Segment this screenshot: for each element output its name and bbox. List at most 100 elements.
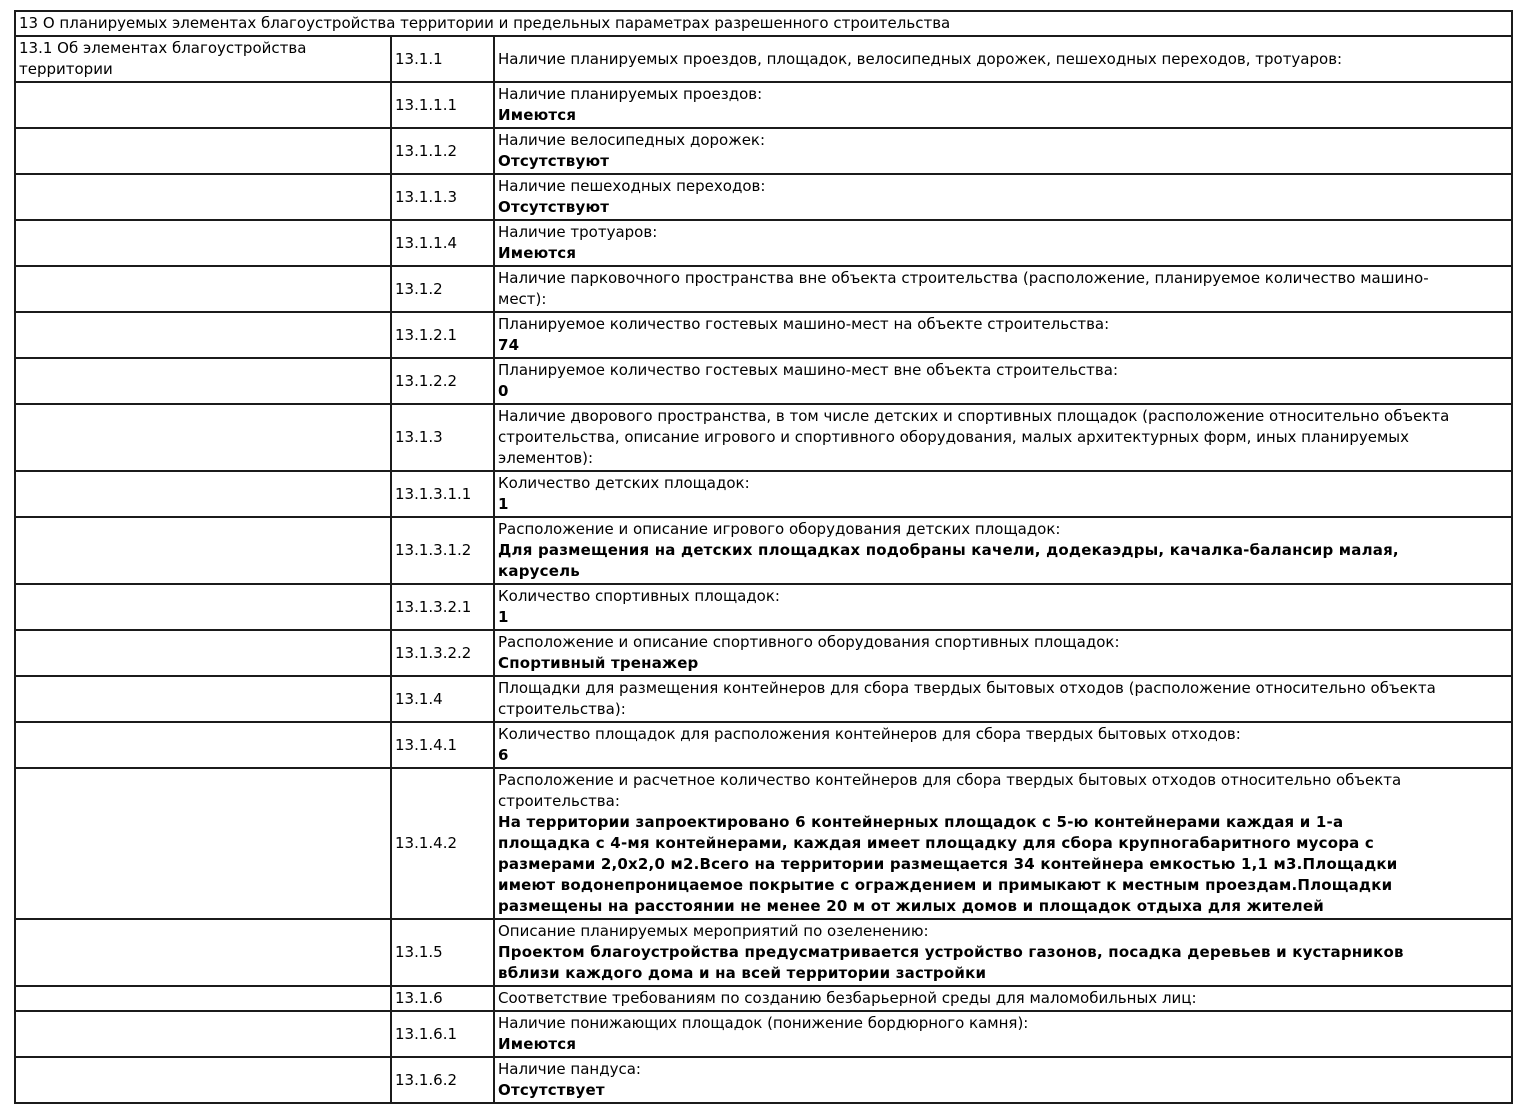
row-code: 13.1.1.2 — [390, 127, 495, 175]
section-cell — [14, 1056, 392, 1104]
row-content-cell: Наличие дворового пространства, в том чи… — [493, 403, 1513, 472]
row-content-cell: Планируемое количество гостевых машино-м… — [493, 311, 1513, 359]
row-code: 13.1.6.1 — [390, 1010, 495, 1058]
row-value: 0 — [498, 382, 509, 400]
row-code: 13.1.3.2.1 — [390, 583, 495, 631]
section-cell — [14, 985, 392, 1012]
section-cell — [14, 127, 392, 175]
row-label: Соответствие требованиям по созданию без… — [498, 989, 1197, 1007]
row-label: Расположение и описание спортивного обор… — [498, 633, 1120, 651]
row-code: 13.1.6 — [390, 985, 495, 1012]
row-label: Планируемое количество гостевых машино-м… — [498, 361, 1118, 379]
row-value: Проектом благоустройства предусматривает… — [498, 943, 1404, 982]
row-code: 13.1.4 — [390, 675, 495, 723]
row-code: 13.1.5 — [390, 918, 495, 987]
row-code: 13.1.3 — [390, 403, 495, 472]
section-cell — [14, 173, 392, 221]
row-content-cell: Наличие велосипедных дорожек: Отсутствуют — [493, 127, 1513, 175]
table-row: 13.1.3.1.1 Количество детских площадок: 1 — [14, 470, 1513, 518]
row-value: Имеются — [498, 106, 577, 124]
row-code: 13.1.4.1 — [390, 721, 495, 769]
row-content-cell: Наличие планируемых проездов, площадок, … — [493, 35, 1513, 83]
section-cell — [14, 265, 392, 313]
table-row: 13.1.3.1.2 Расположение и описание игрово… — [14, 516, 1513, 585]
section-cell — [14, 721, 392, 769]
row-content-cell: Количество площадок для расположения кон… — [493, 721, 1513, 769]
section-cell — [14, 219, 392, 267]
row-code: 13.1.1.4 — [390, 219, 495, 267]
table-row: 13.1.1.4 Наличие тротуаров: Имеются — [14, 219, 1513, 267]
row-label: Количество спортивных площадок: — [498, 587, 780, 605]
row-code: 13.1.2 — [390, 265, 495, 313]
row-code: 13.1.1 — [390, 35, 495, 83]
row-code: 13.1.2.2 — [390, 357, 495, 405]
section-cell — [14, 81, 392, 129]
table-row: 13.1.1.2 Наличие велосипедных дорожек: Отс… — [14, 127, 1513, 175]
table-row: 13.1.5 Описание планируемых мероприятий п… — [14, 918, 1513, 987]
table-row: 13.1.1.3 Наличие пешеходных переходов: Отс… — [14, 173, 1513, 221]
row-label: Расположение и описание игрового оборудо… — [498, 520, 1061, 538]
row-value: Отсутствует — [498, 1081, 605, 1099]
row-content-cell: Количество детских площадок: 1 — [493, 470, 1513, 518]
row-label: Количество детских площадок: — [498, 474, 750, 492]
table-title-row: 13 О планируемых элементах благоустройст… — [14, 10, 1513, 37]
section-cell: 13.1 Об элементах благоустройства террит… — [14, 35, 392, 83]
table-row: 13.1.2 Наличие парковочного пространства … — [14, 265, 1513, 313]
row-value: 1 — [498, 495, 509, 513]
table-row: 13.1.2.2 Планируемое количество гостевых … — [14, 357, 1513, 405]
row-content-cell: Наличие тротуаров: Имеются — [493, 219, 1513, 267]
table-row: 13.1 Об элементах благоустройства террит… — [14, 35, 1513, 83]
section-cell — [14, 675, 392, 723]
row-value: На территории запроектировано 6 контейне… — [498, 813, 1398, 915]
section-cell — [14, 357, 392, 405]
section-cell — [14, 918, 392, 987]
row-label: Наличие велосипедных дорожек: — [498, 131, 766, 149]
table-row: 13.1.4.1 Количество площадок для располож… — [14, 721, 1513, 769]
row-label: Наличие тротуаров: — [498, 223, 658, 241]
row-value: 74 — [498, 336, 520, 354]
row-value: Отсутствуют — [498, 152, 610, 170]
row-content-cell: Наличие понижающих площадок (понижение б… — [493, 1010, 1513, 1058]
row-label: Планируемое количество гостевых машино-м… — [498, 315, 1110, 333]
row-code: 13.1.3.1.2 — [390, 516, 495, 585]
row-content-cell: Площадки для размещения контейнеров для … — [493, 675, 1513, 723]
row-code: 13.1.3.1.1 — [390, 470, 495, 518]
row-content-cell: Наличие парковочного пространства вне об… — [493, 265, 1513, 313]
row-code: 13.1.6.2 — [390, 1056, 495, 1104]
row-code: 13.1.1.1 — [390, 81, 495, 129]
row-value: Для размещения на детских площадках подо… — [498, 541, 1399, 580]
row-label: Площадки для размещения контейнеров для … — [498, 679, 1436, 718]
row-content-cell: Расположение и описание спортивного обор… — [493, 629, 1513, 677]
row-value: 1 — [498, 608, 509, 626]
row-content-cell: Количество спортивных площадок: 1 — [493, 583, 1513, 631]
section-cell — [14, 767, 392, 920]
row-content-cell: Наличие пешеходных переходов: Отсутствуют — [493, 173, 1513, 221]
row-label: Наличие парковочного пространства вне об… — [498, 269, 1429, 308]
row-content-cell: Наличие пандуса: Отсутствует — [493, 1056, 1513, 1104]
table-row: 13.1.2.1 Планируемое количество гостевых … — [14, 311, 1513, 359]
row-content-cell: Расположение и расчетное количество конт… — [493, 767, 1513, 920]
table-row: 13.1.4.2 Расположение и расчетное количес… — [14, 767, 1513, 920]
row-code: 13.1.1.3 — [390, 173, 495, 221]
section-cell — [14, 629, 392, 677]
row-label: Количество площадок для расположения кон… — [498, 725, 1241, 743]
section-cell — [14, 403, 392, 472]
declaration-table: 13 О планируемых элементах благоустройст… — [14, 10, 1513, 1104]
row-content-cell: Описание планируемых мероприятий по озел… — [493, 918, 1513, 987]
row-label: Расположение и расчетное количество конт… — [498, 771, 1402, 810]
section-cell — [14, 583, 392, 631]
section-cell — [14, 311, 392, 359]
row-code: 13.1.4.2 — [390, 767, 495, 920]
row-content-cell: Расположение и описание игрового оборудо… — [493, 516, 1513, 585]
row-value: Спортивный тренажер — [498, 654, 699, 672]
table-row: 13.1.3.2.2 Расположение и описание спорти… — [14, 629, 1513, 677]
section-cell — [14, 1010, 392, 1058]
table-title: 13 О планируемых элементах благоустройст… — [14, 10, 1513, 37]
row-label: Наличие понижающих площадок (понижение б… — [498, 1014, 1029, 1032]
row-code: 13.1.3.2.2 — [390, 629, 495, 677]
section-cell — [14, 516, 392, 585]
row-label: Наличие пешеходных переходов: — [498, 177, 766, 195]
table-row: 13.1.6.1 Наличие понижающих площадок (пон… — [14, 1010, 1513, 1058]
row-value: Имеются — [498, 1035, 577, 1053]
table-row: 13.1.6 Соответствие требованиям по создан… — [14, 985, 1513, 1012]
